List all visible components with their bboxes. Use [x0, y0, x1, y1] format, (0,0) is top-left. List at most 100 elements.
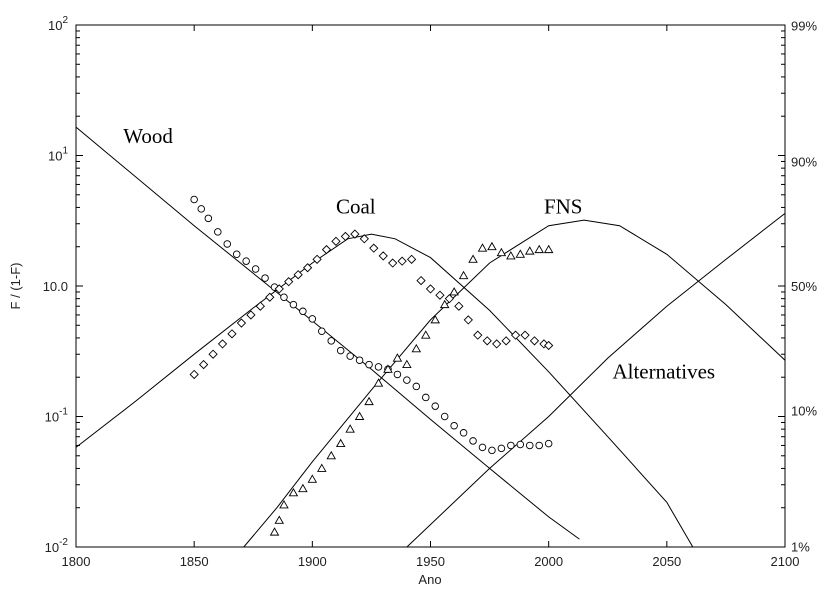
- marker-wood: [374, 363, 383, 371]
- marker-coal: [350, 229, 360, 239]
- marker-fns: [487, 241, 497, 251]
- marker-wood: [308, 315, 317, 323]
- marker-fns: [279, 500, 289, 509]
- marker-fns: [449, 287, 459, 296]
- marker-fns: [383, 364, 393, 373]
- marker-coal: [217, 339, 228, 349]
- marker-wood: [526, 441, 534, 450]
- marker-wood: [478, 443, 487, 452]
- marker-wood: [214, 228, 222, 236]
- marker-fns: [402, 359, 412, 369]
- marker-wood: [403, 376, 411, 384]
- marker-fns: [317, 463, 327, 472]
- marker-fns: [354, 411, 365, 420]
- marker-coal: [302, 263, 313, 273]
- marker-wood: [289, 300, 298, 309]
- marker-coal: [454, 301, 464, 311]
- marker-fns: [515, 249, 526, 258]
- marker-wood: [346, 352, 354, 360]
- curve-fns: [243, 219, 785, 547]
- marker-fns: [335, 438, 346, 448]
- marker-coal: [397, 256, 407, 266]
- x-tick-label: 2100: [771, 554, 800, 569]
- marker-wood: [327, 337, 335, 345]
- curve-wood: [76, 126, 580, 540]
- model-curves: [76, 126, 785, 547]
- marker-coal: [482, 336, 492, 346]
- marker-fns: [430, 314, 441, 324]
- marker-fns: [364, 396, 374, 406]
- x-tick-label: 1850: [180, 554, 209, 569]
- marker-coal: [227, 329, 237, 339]
- marker-fns: [392, 353, 403, 362]
- marker-wood: [223, 240, 232, 248]
- marker-coal: [510, 330, 521, 340]
- marker-coal: [359, 234, 369, 244]
- label-coal: Coal: [336, 194, 376, 218]
- axis-ticks: 1800 1850 1900 1950 2000 2050 2100 10-2 10-1 10.0…: [43, 15, 818, 569]
- marker-fns: [274, 515, 285, 524]
- marker-fns: [439, 299, 450, 309]
- marker-wood: [393, 370, 402, 379]
- marker-coal: [444, 294, 455, 304]
- marker-wood: [422, 393, 430, 402]
- marker-coal: [293, 270, 303, 280]
- marker-coal: [463, 315, 473, 325]
- marker-wood: [251, 265, 260, 273]
- marker-wood: [261, 274, 269, 282]
- marker-coal: [369, 243, 379, 253]
- marker-coal: [340, 231, 351, 242]
- marker-coal: [520, 330, 530, 340]
- marker-fns: [307, 474, 318, 483]
- marker-wood: [469, 437, 477, 445]
- marker-coal: [198, 359, 209, 370]
- marker-wood: [365, 360, 373, 369]
- marker-fns: [345, 424, 355, 433]
- marker-coal: [539, 339, 549, 349]
- marker-wood: [336, 346, 345, 355]
- marker-wood: [507, 441, 515, 450]
- marker-fns: [458, 270, 469, 280]
- y-axis-title: F / (1-F): [8, 263, 23, 310]
- marker-coal: [246, 310, 256, 320]
- marker-coal: [416, 275, 426, 286]
- marker-wood: [544, 439, 553, 448]
- marker-wood: [204, 214, 213, 223]
- marker-fns: [496, 247, 507, 257]
- marker-coal: [255, 301, 265, 311]
- marker-wood: [197, 205, 206, 213]
- marker-coal: [321, 244, 332, 255]
- marker-wood: [190, 195, 198, 204]
- marker-coal: [284, 277, 294, 287]
- marker-fns: [269, 527, 280, 536]
- marker-wood: [412, 382, 421, 391]
- curve-coal: [76, 233, 694, 547]
- y-tick-label-left: 10-2: [45, 537, 69, 555]
- marker-coal: [435, 290, 445, 300]
- marker-fns: [420, 330, 431, 339]
- marker-wood: [242, 257, 250, 265]
- marker-wood: [516, 440, 525, 449]
- y-tick-label-left: 10-1: [45, 407, 69, 425]
- marker-wood: [497, 444, 506, 453]
- marker-coal: [274, 284, 284, 294]
- y-tick-label-left: 10.0: [43, 279, 68, 294]
- marker-coal: [425, 284, 436, 294]
- marker-coal: [406, 254, 417, 264]
- y-tick-label-right: 10%: [791, 404, 817, 419]
- marker-fns: [477, 243, 488, 252]
- marker-fns: [543, 244, 554, 254]
- marker-coal: [236, 318, 247, 328]
- marker-fns: [326, 450, 337, 460]
- marker-wood: [450, 421, 458, 430]
- marker-wood: [280, 293, 288, 301]
- y-tick-label-right: 90%: [791, 154, 817, 169]
- label-alternatives: Alternatives: [612, 360, 715, 384]
- marker-fns: [373, 378, 384, 387]
- y-tick-label-left: 102: [48, 15, 68, 33]
- marker-coal: [378, 251, 388, 261]
- x-tick-label: 1800: [62, 554, 91, 569]
- marker-fns: [506, 251, 516, 260]
- marker-coal: [388, 258, 398, 268]
